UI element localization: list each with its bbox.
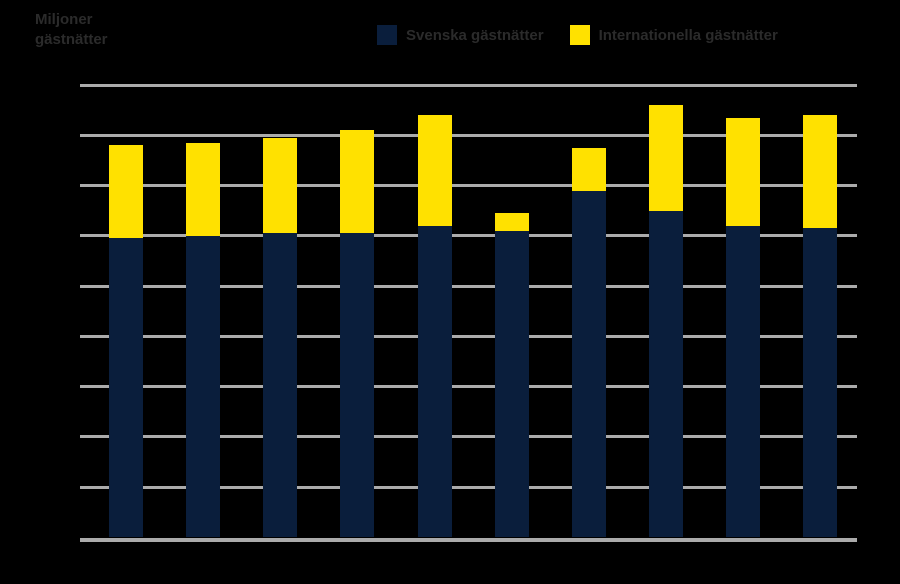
legend-item-svenska: Svenska gästnätter: [377, 25, 544, 45]
bar-segment-internationella-g-stn-tter-6: [494, 213, 529, 231]
legend-item-internationella: Internationella gästnätter: [569, 25, 778, 45]
bar-segment-svenska-g-stn-tter-10: [803, 228, 838, 538]
legend-label-internationella: Internationella gästnätter: [598, 26, 778, 44]
gridline: [80, 485, 857, 489]
bar-segment-svenska-g-stn-tter-6: [494, 230, 529, 538]
bar-segment-svenska-g-stn-tter-9: [726, 225, 761, 538]
legend-label-svenska: Svenska gästnätter: [406, 26, 544, 44]
y-axis-title: Miljoner gästnätter: [35, 11, 108, 48]
bar-segment-internationella-g-stn-tter-2: [186, 142, 221, 236]
gridline: [80, 83, 857, 87]
bar-segment-svenska-g-stn-tter-2: [186, 235, 221, 538]
bar-segment-internationella-g-stn-tter-7: [571, 147, 606, 191]
gridline: [80, 385, 857, 389]
bar-segment-svenska-g-stn-tter-3: [263, 233, 298, 538]
bar-segment-internationella-g-stn-tter-1: [109, 145, 143, 239]
x-axis-baseline: [80, 537, 857, 542]
bar-segment-svenska-g-stn-tter-8: [649, 210, 684, 538]
gridline: [80, 184, 857, 188]
navy-square-icon: [377, 25, 397, 45]
bar-segment-svenska-g-stn-tter-5: [417, 225, 452, 538]
bar-segment-internationella-g-stn-tter-3: [263, 137, 298, 234]
gridline: [80, 133, 857, 137]
yellow-square-icon: [569, 25, 590, 45]
bar-segment-svenska-g-stn-tter-7: [571, 190, 606, 538]
bar-segment-internationella-g-stn-tter-8: [649, 105, 684, 211]
gridline: [80, 234, 857, 238]
legend: Svenska gästnätter Internationella gästn…: [377, 25, 778, 45]
gridline: [80, 334, 857, 338]
bar-segment-svenska-g-stn-tter-4: [340, 233, 375, 538]
bar-segment-svenska-g-stn-tter-1: [109, 238, 143, 538]
bar-segment-internationella-g-stn-tter-9: [726, 117, 761, 226]
plot-area: [80, 83, 857, 542]
gridline: [80, 284, 857, 288]
bar-segment-internationella-g-stn-tter-4: [340, 130, 375, 234]
gridline: [80, 435, 857, 439]
bar-segment-internationella-g-stn-tter-5: [417, 115, 452, 226]
bar-segment-internationella-g-stn-tter-10: [803, 115, 838, 229]
